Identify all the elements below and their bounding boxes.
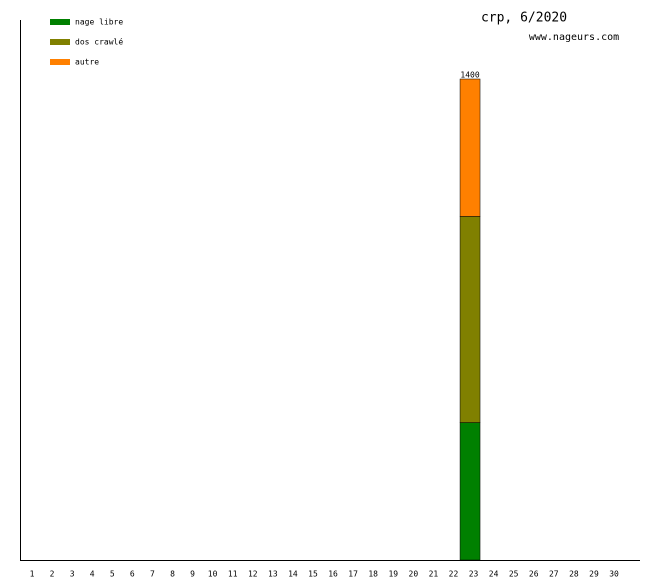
x-tick-label: 28 bbox=[569, 570, 579, 579]
x-tick-label: 4 bbox=[90, 570, 95, 579]
bar-segment bbox=[459, 216, 481, 423]
x-tick-label: 25 bbox=[509, 570, 519, 579]
bar-segment bbox=[459, 422, 481, 561]
x-tick-label: 13 bbox=[268, 570, 278, 579]
x-tick-label: 12 bbox=[248, 570, 258, 579]
x-tick-label: 7 bbox=[150, 570, 155, 579]
bar-segment bbox=[459, 78, 481, 217]
x-tick-label: 17 bbox=[348, 570, 358, 579]
x-tick-label: 29 bbox=[589, 570, 599, 579]
legend-swatch bbox=[50, 59, 70, 65]
x-tick-label: 30 bbox=[609, 570, 619, 579]
bar-total-label: 1400 bbox=[460, 71, 479, 80]
x-tick-label: 9 bbox=[190, 570, 195, 579]
x-tick-label: 14 bbox=[288, 570, 298, 579]
x-tick-label: 15 bbox=[308, 570, 318, 579]
x-tick-label: 20 bbox=[409, 570, 419, 579]
x-tick-label: 24 bbox=[489, 570, 499, 579]
x-tick-label: 21 bbox=[429, 570, 439, 579]
chart-title: crp, 6/2020 bbox=[481, 11, 567, 26]
x-tick-label: 26 bbox=[529, 570, 539, 579]
chart-subtitle: www.nageurs.com bbox=[529, 32, 619, 43]
x-tick-label: 8 bbox=[170, 570, 175, 579]
x-tick-label: 6 bbox=[130, 570, 135, 579]
x-tick-label: 18 bbox=[368, 570, 378, 579]
x-tick-label: 2 bbox=[50, 570, 55, 579]
legend-swatch bbox=[50, 19, 70, 25]
legend-label: dos crawlé bbox=[75, 37, 123, 47]
x-tick-label: 3 bbox=[70, 570, 75, 579]
x-tick-label: 11 bbox=[228, 570, 238, 579]
legend-label: nage libre bbox=[75, 18, 123, 27]
x-tick-label: 5 bbox=[110, 570, 115, 579]
x-tick-label: 10 bbox=[208, 570, 218, 579]
x-tick-label: 1 bbox=[30, 570, 35, 579]
x-tick-label: 23 bbox=[469, 570, 479, 579]
x-tick-label: 19 bbox=[388, 570, 398, 579]
legend-swatch bbox=[50, 39, 70, 45]
x-tick-label: 22 bbox=[449, 570, 459, 579]
legend-label: autre bbox=[75, 58, 99, 67]
x-tick-label: 27 bbox=[549, 570, 559, 579]
x-tick-label: 16 bbox=[328, 570, 338, 579]
